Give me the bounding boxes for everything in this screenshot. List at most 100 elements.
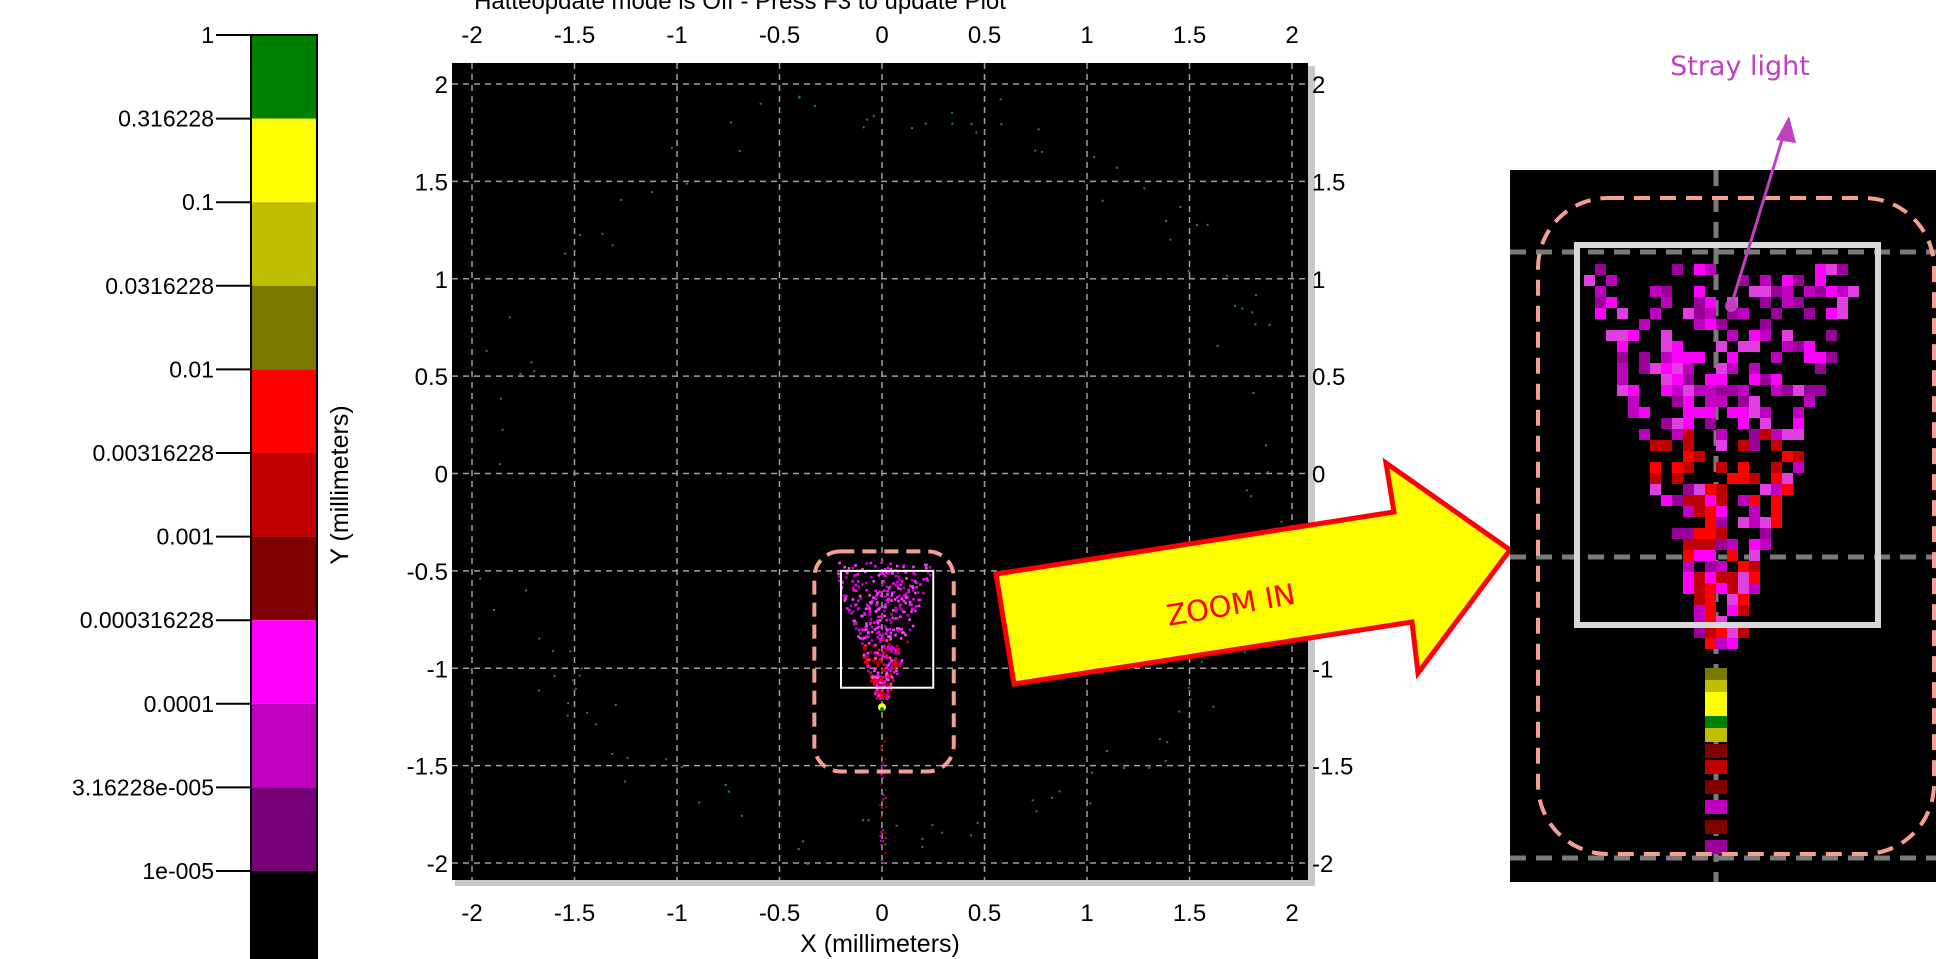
spot-point [871, 676, 874, 680]
inset-pixel [1782, 473, 1793, 484]
ring-point [969, 834, 972, 837]
spot-point [861, 568, 864, 571]
spot-point [879, 615, 883, 618]
inset-pixel [1595, 308, 1606, 319]
spot-point [891, 609, 895, 612]
spot-point [888, 673, 891, 677]
inset-pixel [1749, 561, 1760, 572]
inset-pixel [1694, 352, 1705, 363]
inset-pixel [1672, 374, 1683, 385]
spot-point [868, 622, 872, 626]
spot-point [889, 635, 892, 638]
spot-point [908, 628, 912, 632]
ring-point [1252, 392, 1255, 395]
spot-point [885, 629, 889, 632]
spot-point [889, 682, 893, 686]
spot-tail-point [880, 843, 883, 846]
inset-pixel [1815, 264, 1826, 275]
spot-point [894, 574, 898, 578]
ring-point [620, 198, 623, 201]
x-tick-label: -1 [666, 900, 687, 927]
spot-point [888, 642, 891, 646]
spot-point [870, 599, 874, 603]
spot-point [875, 681, 878, 685]
spot-point [891, 572, 894, 575]
inset-pixel [1771, 308, 1782, 319]
inset-pixel [1672, 495, 1683, 506]
inset-pixel [1782, 484, 1793, 495]
inset-pixel [1749, 374, 1760, 385]
inset-pixel [1727, 627, 1738, 638]
spot-point [906, 596, 910, 599]
spot-point [881, 584, 884, 587]
ring-point [538, 637, 541, 640]
spot-point [887, 572, 890, 575]
spot-tail-point [881, 776, 884, 779]
spot-point [861, 637, 865, 641]
spot-point [847, 567, 851, 570]
spot-point [885, 648, 889, 651]
inset-pixel [1749, 550, 1760, 561]
spot-point [854, 564, 857, 567]
inset-pixel [1705, 319, 1716, 330]
spot-point [886, 693, 890, 697]
spot-point [876, 664, 880, 668]
ring-point [595, 723, 598, 726]
inset-pixel [1650, 440, 1661, 451]
spot-point [869, 618, 873, 621]
spot-point [900, 659, 904, 662]
inset-pixel [1683, 495, 1694, 506]
ring-point [569, 650, 572, 653]
spot-point [884, 663, 887, 667]
spot-point [924, 563, 927, 567]
spot-point [898, 603, 902, 607]
inset-pixel [1661, 363, 1672, 374]
spot-point [876, 635, 879, 639]
spot-point [878, 606, 882, 610]
inset-pixel [1650, 363, 1661, 374]
inset-pixel [1694, 605, 1705, 616]
spot-point [884, 627, 888, 631]
inset-pixel [1782, 451, 1793, 462]
zoom-arrow: ZOOM IN [993, 457, 1514, 687]
spot-point [876, 687, 880, 691]
spot-point [883, 605, 887, 609]
plot-shadow-right [1308, 66, 1315, 883]
spot-point [876, 673, 880, 677]
spot-point [842, 594, 846, 598]
spot-point [844, 597, 847, 600]
spot-point [862, 656, 866, 659]
spot-point [881, 687, 885, 691]
inset-pixel [1705, 407, 1716, 418]
inset-pixel [1683, 363, 1694, 374]
inset-pixel [1683, 484, 1694, 495]
inset-pixel [1760, 297, 1771, 308]
spot-point [897, 575, 900, 578]
spot-point [853, 619, 856, 623]
inset-core-pixel [1705, 800, 1727, 814]
ring-point [1166, 741, 1169, 744]
spot-point [886, 600, 890, 603]
inset-pixel [1771, 286, 1782, 297]
spot-tail-point [882, 861, 885, 864]
spot-point [878, 681, 882, 685]
spot-point [912, 571, 916, 575]
inset-pixel [1683, 418, 1694, 429]
spot-point [895, 584, 898, 588]
spot-point [877, 648, 881, 651]
inset-pixel [1716, 440, 1727, 451]
spot-point [900, 608, 903, 611]
spot-point [878, 625, 882, 629]
inset-pixel [1606, 297, 1617, 308]
ring-point [798, 95, 801, 98]
inset-pixel [1782, 385, 1793, 396]
ring-point [611, 244, 614, 247]
inset-pixel [1595, 297, 1606, 308]
inset-pixel [1738, 583, 1749, 594]
spot-point [874, 643, 877, 647]
ring-point [730, 121, 733, 124]
spot-point [887, 667, 891, 671]
inset-pixel [1749, 363, 1760, 374]
spot-point [885, 649, 889, 653]
spot-point [882, 667, 885, 670]
